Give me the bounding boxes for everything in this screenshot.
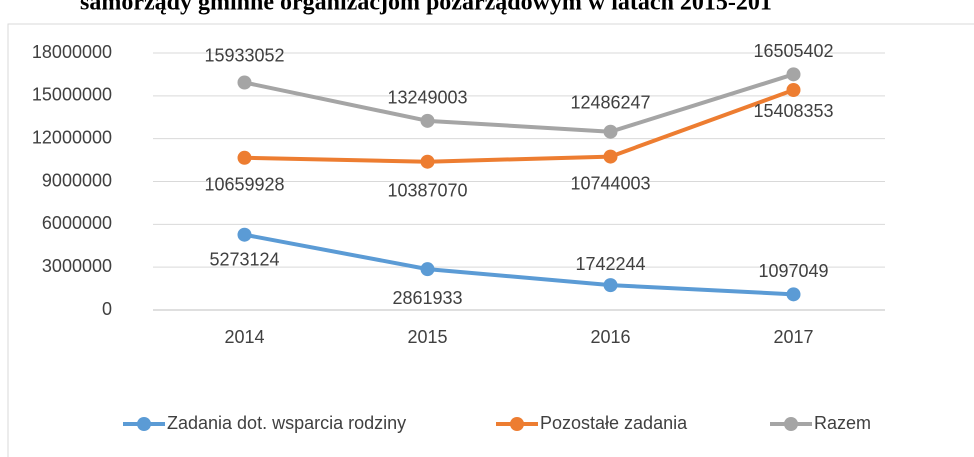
data-label: 10659928 [204,175,284,195]
x-tick-label: 2014 [224,327,264,347]
y-tick-label: 18000000 [32,42,112,62]
data-point [786,67,801,82]
data-point [237,227,252,242]
data-point [786,287,801,302]
chart-title: samorządy gminne organizacjom pozarządow… [80,0,772,16]
x-tick-label: 2016 [590,327,630,347]
series-line [244,88,795,164]
data-point [786,83,801,98]
legend-marker [137,417,151,431]
series-line [244,232,794,297]
data-label: 13249003 [387,88,467,108]
y-tick-label: 0 [102,299,112,319]
y-tick-label: 3000000 [42,256,112,276]
data-label: 10744003 [570,173,650,193]
data-label: 5273124 [209,249,279,269]
legend-marker [784,417,798,431]
y-tick-label: 15000000 [32,85,112,105]
data-point [603,124,618,139]
chart-frame [7,23,974,457]
data-label: 2861933 [392,288,462,308]
data-label: 12486247 [570,92,650,112]
data-point [420,262,435,277]
data-label: 15408353 [753,101,833,121]
data-label: 16505402 [753,41,833,61]
data-point [237,150,252,165]
data-point [603,149,618,164]
legend-label: Pozostałe zadania [540,413,688,433]
data-label: 1742244 [575,254,645,274]
x-tick-label: 2017 [773,327,813,347]
data-point [603,278,618,293]
y-tick-label: 12000000 [32,127,112,147]
x-tick-label: 2015 [407,327,447,347]
data-point [420,154,435,169]
data-point [237,75,252,90]
y-tick-label: 9000000 [42,170,112,190]
legend-marker [510,417,524,431]
legend-label: Razem [814,413,871,433]
data-point [420,113,435,128]
data-label: 1097049 [758,261,828,281]
title-band [0,0,974,22]
data-label: 10387070 [387,180,467,200]
legend-label: Zadania dot. wsparcia rodziny [167,413,406,433]
series-line [244,72,795,134]
data-label: 15933052 [204,45,284,65]
y-tick-label: 6000000 [42,213,112,233]
